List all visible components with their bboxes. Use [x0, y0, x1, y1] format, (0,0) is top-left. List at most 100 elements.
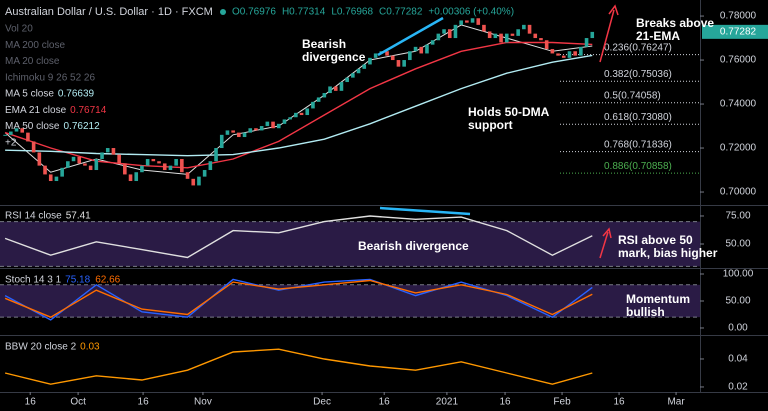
candle: [316, 97, 321, 102]
candle: [248, 128, 253, 133]
candle: [117, 154, 121, 164]
candle: [408, 51, 412, 61]
y-tick-label: 0.70000: [720, 187, 757, 198]
candle: [345, 77, 349, 83]
candle: [590, 31, 595, 39]
ohlc-value: O0.76976: [232, 7, 276, 18]
series-line: [4, 24, 593, 175]
candle: [31, 141, 36, 153]
candle: [487, 31, 492, 39]
hidden-indicator: Ichimoku 9 26 52 26: [5, 73, 95, 84]
candle: [288, 117, 292, 120]
candle: [567, 51, 572, 58]
arrow: [599, 231, 609, 259]
x-tick-label: Nov: [194, 397, 212, 408]
annotation: Breaks above 21-EMA: [636, 16, 715, 43]
candle: [88, 165, 93, 171]
y-tick-label: 75.00: [725, 211, 750, 222]
candle: [311, 101, 315, 109]
x-tick-label: 16: [499, 397, 511, 408]
fib-label: 0.5(0.74058): [604, 90, 661, 101]
candle: [459, 20, 463, 25]
candle: [368, 57, 372, 65]
last-price-label: 0.77282: [720, 26, 757, 37]
candle: [191, 178, 196, 186]
collapsed-count: +2: [5, 138, 17, 149]
y-tick-label: 0.76000: [720, 55, 757, 66]
arrow: [599, 9, 615, 63]
candle: [356, 68, 361, 74]
fib-label: 0.382(0.75036): [604, 69, 672, 80]
candle: [66, 161, 70, 168]
candle: [26, 132, 30, 142]
candle: [254, 128, 258, 131]
candle: [579, 46, 583, 56]
candle: [533, 33, 538, 39]
hidden-indicator: MA 20 close: [5, 56, 60, 67]
x-tick-label: 16: [25, 397, 37, 408]
legend-name: MA 5 close: [5, 89, 54, 100]
x-tick-label: Oct: [70, 397, 86, 408]
candle: [476, 18, 481, 25]
candle: [339, 82, 344, 91]
candle: [442, 29, 446, 34]
arrow-head: [608, 4, 619, 16]
x-tick-label: 2021: [436, 397, 459, 408]
candle: [413, 46, 418, 52]
candle: [237, 132, 241, 138]
annotation: Bearish divergence: [302, 37, 366, 64]
y-tick-label: 0.78000: [720, 11, 757, 22]
candle: [208, 161, 213, 171]
fib-label: 0.618(0.73080): [604, 112, 672, 123]
candle: [333, 86, 338, 91]
ohlc-value: L0.76968: [331, 7, 373, 18]
legend-value: 75.18: [65, 275, 90, 286]
candle: [77, 156, 82, 164]
candle: [425, 44, 429, 54]
candle: [504, 33, 509, 43]
candle: [447, 29, 452, 39]
legend-name: MA 50 close: [5, 121, 60, 132]
series-line: [4, 279, 593, 318]
x-tick-label: 16: [138, 397, 150, 408]
y-tick-label: 0.74000: [720, 99, 757, 110]
candle: [351, 73, 355, 78]
ohlc-value: +0.00306 (+0.40%): [428, 7, 514, 18]
candle: [328, 86, 332, 94]
plot-layer: 0.78000 0.76000 0.74000 0.72000 0.70000 0.236…: [0, 6, 768, 408]
candle: [322, 93, 327, 98]
candle: [305, 108, 310, 116]
y-tick-label: 0.00: [728, 323, 748, 334]
candle: [573, 51, 577, 56]
candle: [242, 132, 247, 138]
candle: [271, 121, 275, 129]
series-line: [4, 348, 593, 385]
y-tick-label: 0.02: [728, 382, 748, 393]
candle: [276, 123, 281, 129]
candle: [419, 46, 424, 54]
candle: [482, 24, 486, 32]
fib-label: 0.236(0.76247): [604, 42, 672, 53]
candle: [162, 163, 167, 171]
trend-line: [379, 206, 471, 216]
trend-line: [377, 16, 444, 57]
legend-name: EMA 21 close: [5, 105, 67, 116]
candle: [402, 60, 406, 67]
annotation: Holds 50-DMA support: [468, 105, 550, 132]
y-tick-label: 50.00: [725, 296, 750, 307]
candle: [83, 163, 87, 166]
candle: [231, 130, 235, 133]
candle: [168, 165, 173, 171]
x-tick-label: 16: [613, 397, 625, 408]
legend-value: 0.76212: [63, 121, 100, 132]
candle: [197, 176, 201, 186]
candle: [396, 60, 401, 67]
candle: [225, 130, 230, 135]
candle: [362, 64, 367, 69]
series-line: [4, 41, 593, 169]
candle: [527, 24, 532, 34]
status-dot: [220, 9, 226, 15]
candle: [259, 126, 264, 131]
